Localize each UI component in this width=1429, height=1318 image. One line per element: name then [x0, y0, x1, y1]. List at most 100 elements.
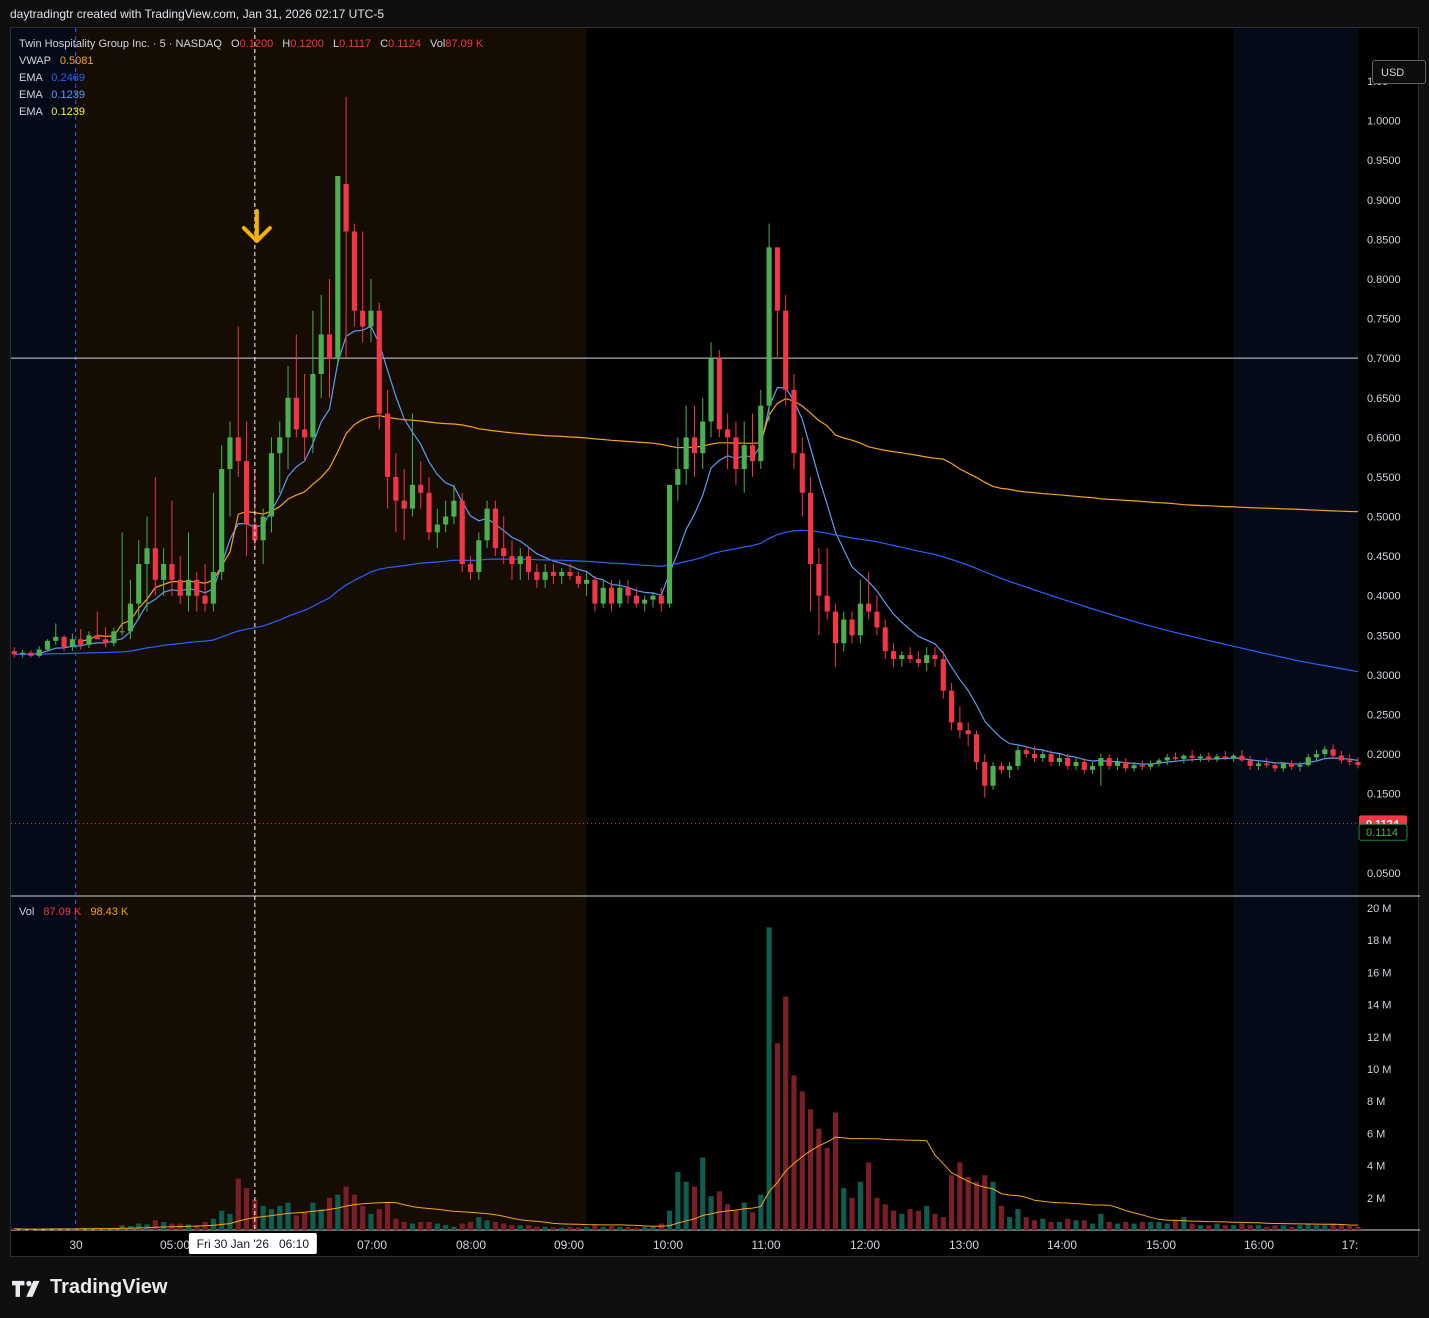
candle-body — [20, 652, 26, 655]
crosshair-time-label: Fri 30 Jan '26 06:10 — [197, 1237, 310, 1251]
volume-bar — [675, 1172, 681, 1230]
candle — [1272, 761, 1278, 772]
volume-bar — [1040, 1218, 1046, 1230]
candle-body — [111, 631, 117, 644]
candle-body — [725, 429, 731, 438]
candle-body — [949, 690, 955, 723]
legend-vwap-name: VWAP — [19, 55, 51, 67]
candle — [625, 579, 631, 604]
legend-vol-label: Vol — [430, 38, 445, 50]
candle-body — [426, 492, 432, 533]
volume-bar — [882, 1204, 888, 1230]
candle-body — [285, 397, 291, 438]
candle — [1048, 750, 1054, 766]
volume-bar — [1355, 1226, 1361, 1230]
volume-bar — [832, 1112, 839, 1230]
legend-vol-value: 87.09 K — [445, 38, 484, 50]
candle-body — [277, 437, 283, 454]
volume-bar — [567, 1226, 573, 1230]
candle — [642, 595, 648, 612]
volume-bar — [534, 1226, 540, 1230]
candle-body — [376, 310, 382, 414]
volume-bar — [783, 996, 789, 1230]
candle-body — [1231, 755, 1237, 759]
candle — [882, 619, 888, 660]
candle — [36, 646, 42, 658]
candle-body — [268, 453, 275, 517]
candle — [633, 587, 639, 608]
legend-ema2-value: 0.1239 — [51, 89, 85, 101]
candle-body — [1305, 757, 1311, 766]
candle — [501, 516, 507, 565]
candle — [1264, 758, 1270, 769]
price-tick-label: 0.2500 — [1367, 709, 1401, 721]
candle — [368, 278, 374, 343]
candle — [1098, 754, 1104, 786]
volume-bar — [484, 1220, 490, 1230]
legend-high-value: 0.1200 — [290, 38, 324, 50]
chart-canvas[interactable]: 1.051.00000.95000.90000.85000.80000.7500… — [11, 28, 1420, 1258]
tradingview-brand[interactable]: TradingView — [12, 1276, 167, 1299]
volume-bar — [277, 1205, 283, 1230]
price-tick-label: 0.8000 — [1367, 274, 1401, 286]
candle-body — [567, 571, 573, 576]
volume-tick-label: 16 M — [1367, 967, 1391, 979]
time-tick-label: 11:00 — [751, 1238, 780, 1252]
candle-body — [36, 649, 42, 656]
volume-bar — [1289, 1226, 1295, 1230]
volume-bar — [1156, 1221, 1162, 1230]
candle — [61, 635, 67, 652]
candle-body — [849, 619, 855, 636]
ema-long-line — [14, 529, 1359, 673]
candle-body — [1181, 755, 1187, 759]
volume-tick-label: 2 M — [1367, 1193, 1385, 1205]
candle-body — [1214, 756, 1220, 760]
candle — [1056, 754, 1062, 766]
volume-bar — [152, 1220, 158, 1230]
candle — [550, 564, 557, 584]
legend-high-label: H — [282, 38, 290, 50]
volume-bar — [302, 1212, 308, 1230]
chart-frame[interactable]: 1.051.00000.95000.90000.85000.80000.7500… — [10, 27, 1426, 1258]
volume-tick-label: 4 M — [1367, 1161, 1385, 1173]
candle-body — [152, 548, 158, 580]
candle — [1164, 754, 1170, 766]
candle-body — [766, 247, 772, 406]
candle-body — [642, 599, 648, 604]
volume-tick-label: 12 M — [1367, 1032, 1391, 1044]
price-tick-label: 0.9500 — [1367, 155, 1401, 167]
candle — [401, 469, 407, 541]
candle-body — [185, 579, 192, 596]
candle-body — [169, 564, 175, 580]
candles[interactable] — [11, 96, 1361, 798]
volume-bar — [1239, 1223, 1245, 1230]
candle — [924, 647, 930, 671]
candle-body — [1073, 761, 1079, 766]
candle-body — [1164, 757, 1170, 761]
candle — [517, 548, 523, 580]
candle-body — [28, 652, 34, 656]
volume-bar — [443, 1225, 449, 1230]
price-tick-label: 0.2000 — [1367, 749, 1401, 761]
volume-bar — [318, 1209, 324, 1230]
volume-bar — [791, 1075, 797, 1230]
volume-legend-ma-value: 98.43 K — [90, 906, 129, 918]
volume-bar — [11, 1228, 17, 1230]
volume-bar — [608, 1225, 615, 1230]
time-tick-label: 14:00 — [1047, 1238, 1077, 1252]
candle-body — [509, 556, 515, 565]
volume-bar — [1139, 1221, 1145, 1230]
volume-bar — [1280, 1225, 1286, 1230]
candle-body — [1098, 758, 1104, 766]
candle-body — [1280, 763, 1286, 769]
candle — [78, 628, 84, 650]
price-tick-label: 0.7500 — [1367, 314, 1401, 326]
candle — [260, 508, 266, 565]
volume-bar — [725, 1204, 731, 1230]
currency-selector[interactable]: USD — [1372, 60, 1426, 84]
candle-body — [1355, 761, 1361, 766]
candle — [443, 500, 449, 533]
candle-body — [144, 548, 150, 565]
volume-bar — [824, 1147, 830, 1230]
candle — [542, 564, 548, 588]
